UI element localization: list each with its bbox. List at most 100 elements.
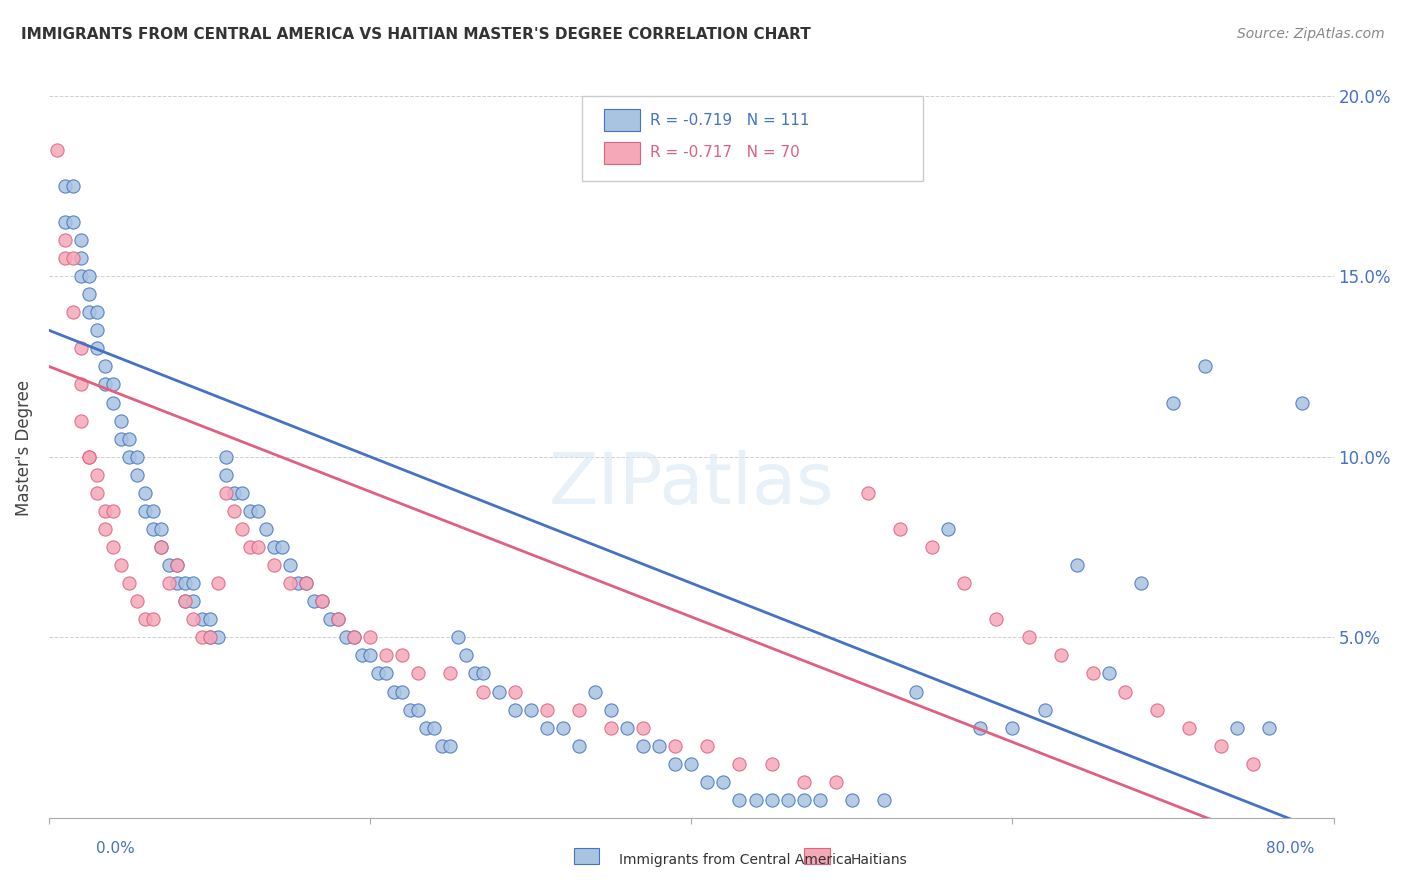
Point bbox=[62, 251, 84, 265]
Point bbox=[263, 558, 285, 572]
Point bbox=[94, 359, 117, 374]
Point bbox=[134, 612, 156, 626]
Point bbox=[118, 450, 141, 464]
Point bbox=[382, 684, 405, 698]
Point bbox=[408, 702, 430, 716]
Point bbox=[77, 450, 100, 464]
Point bbox=[399, 702, 422, 716]
Point bbox=[1098, 666, 1121, 681]
Point bbox=[118, 576, 141, 591]
Point bbox=[936, 522, 959, 536]
Point bbox=[335, 630, 357, 644]
Point bbox=[127, 450, 149, 464]
Point bbox=[1066, 558, 1088, 572]
Point bbox=[150, 540, 173, 554]
Point bbox=[103, 540, 125, 554]
Point bbox=[536, 721, 558, 735]
Point bbox=[239, 504, 262, 518]
Point bbox=[776, 793, 799, 807]
Point bbox=[519, 702, 541, 716]
Point bbox=[86, 342, 108, 356]
Point bbox=[728, 793, 751, 807]
Point bbox=[503, 684, 526, 698]
Point bbox=[1241, 756, 1264, 771]
Point bbox=[295, 576, 318, 591]
Point bbox=[198, 630, 221, 644]
Point bbox=[359, 648, 381, 663]
Point bbox=[503, 702, 526, 716]
Point bbox=[696, 774, 718, 789]
Point bbox=[439, 739, 461, 753]
Text: IMMIGRANTS FROM CENTRAL AMERICA VS HAITIAN MASTER'S DEGREE CORRELATION CHART: IMMIGRANTS FROM CENTRAL AMERICA VS HAITI… bbox=[21, 27, 811, 42]
Point bbox=[343, 630, 366, 644]
Point bbox=[367, 666, 389, 681]
Point bbox=[190, 630, 212, 644]
Point bbox=[600, 721, 623, 735]
Point bbox=[110, 558, 132, 572]
Text: R = -0.717   N = 70: R = -0.717 N = 70 bbox=[650, 145, 800, 161]
Point bbox=[103, 377, 125, 392]
Point bbox=[1291, 395, 1313, 409]
Point bbox=[808, 793, 831, 807]
Point bbox=[157, 576, 180, 591]
Point bbox=[568, 739, 591, 753]
Point bbox=[463, 666, 485, 681]
Point bbox=[536, 702, 558, 716]
Point bbox=[263, 540, 285, 554]
Point bbox=[110, 432, 132, 446]
Point bbox=[254, 522, 277, 536]
Point bbox=[311, 594, 333, 608]
Point bbox=[664, 739, 686, 753]
Text: ZIPatlas: ZIPatlas bbox=[548, 450, 834, 519]
Point bbox=[359, 630, 381, 644]
Point bbox=[70, 414, 93, 428]
Point bbox=[1033, 702, 1056, 716]
Point bbox=[856, 486, 879, 500]
Point bbox=[150, 540, 173, 554]
Point bbox=[214, 467, 236, 482]
Point bbox=[1178, 721, 1201, 735]
Point bbox=[77, 305, 100, 319]
Point bbox=[77, 269, 100, 284]
Point bbox=[53, 215, 76, 229]
Text: 0.0%: 0.0% bbox=[96, 841, 135, 856]
Point bbox=[391, 684, 413, 698]
Point bbox=[142, 612, 165, 626]
Point bbox=[761, 756, 783, 771]
Point bbox=[408, 666, 430, 681]
Point bbox=[198, 612, 221, 626]
Point bbox=[231, 522, 253, 536]
Point bbox=[921, 540, 943, 554]
Text: Haitians: Haitians bbox=[851, 853, 907, 867]
Point bbox=[198, 630, 221, 644]
Point bbox=[70, 269, 93, 284]
Point bbox=[600, 702, 623, 716]
Point bbox=[103, 395, 125, 409]
Point bbox=[728, 756, 751, 771]
Point bbox=[46, 143, 69, 157]
Point bbox=[70, 233, 93, 247]
Point bbox=[439, 666, 461, 681]
Point bbox=[134, 504, 156, 518]
Point bbox=[631, 739, 654, 753]
Point bbox=[905, 684, 928, 698]
Point bbox=[375, 666, 398, 681]
Point bbox=[1161, 395, 1184, 409]
Bar bbox=[605, 110, 640, 131]
Point bbox=[207, 576, 229, 591]
Point bbox=[278, 576, 301, 591]
Point bbox=[1194, 359, 1216, 374]
Point bbox=[713, 774, 735, 789]
Point bbox=[127, 467, 149, 482]
Point bbox=[1018, 630, 1040, 644]
Point bbox=[1001, 721, 1024, 735]
Point bbox=[166, 558, 188, 572]
Text: 80.0%: 80.0% bbox=[1267, 841, 1315, 856]
Point bbox=[270, 540, 292, 554]
Text: Source: ZipAtlas.com: Source: ZipAtlas.com bbox=[1237, 27, 1385, 41]
Point bbox=[1114, 684, 1136, 698]
Point bbox=[824, 774, 846, 789]
Point bbox=[953, 576, 976, 591]
Text: R = -0.719   N = 111: R = -0.719 N = 111 bbox=[650, 113, 810, 128]
Point bbox=[969, 721, 991, 735]
